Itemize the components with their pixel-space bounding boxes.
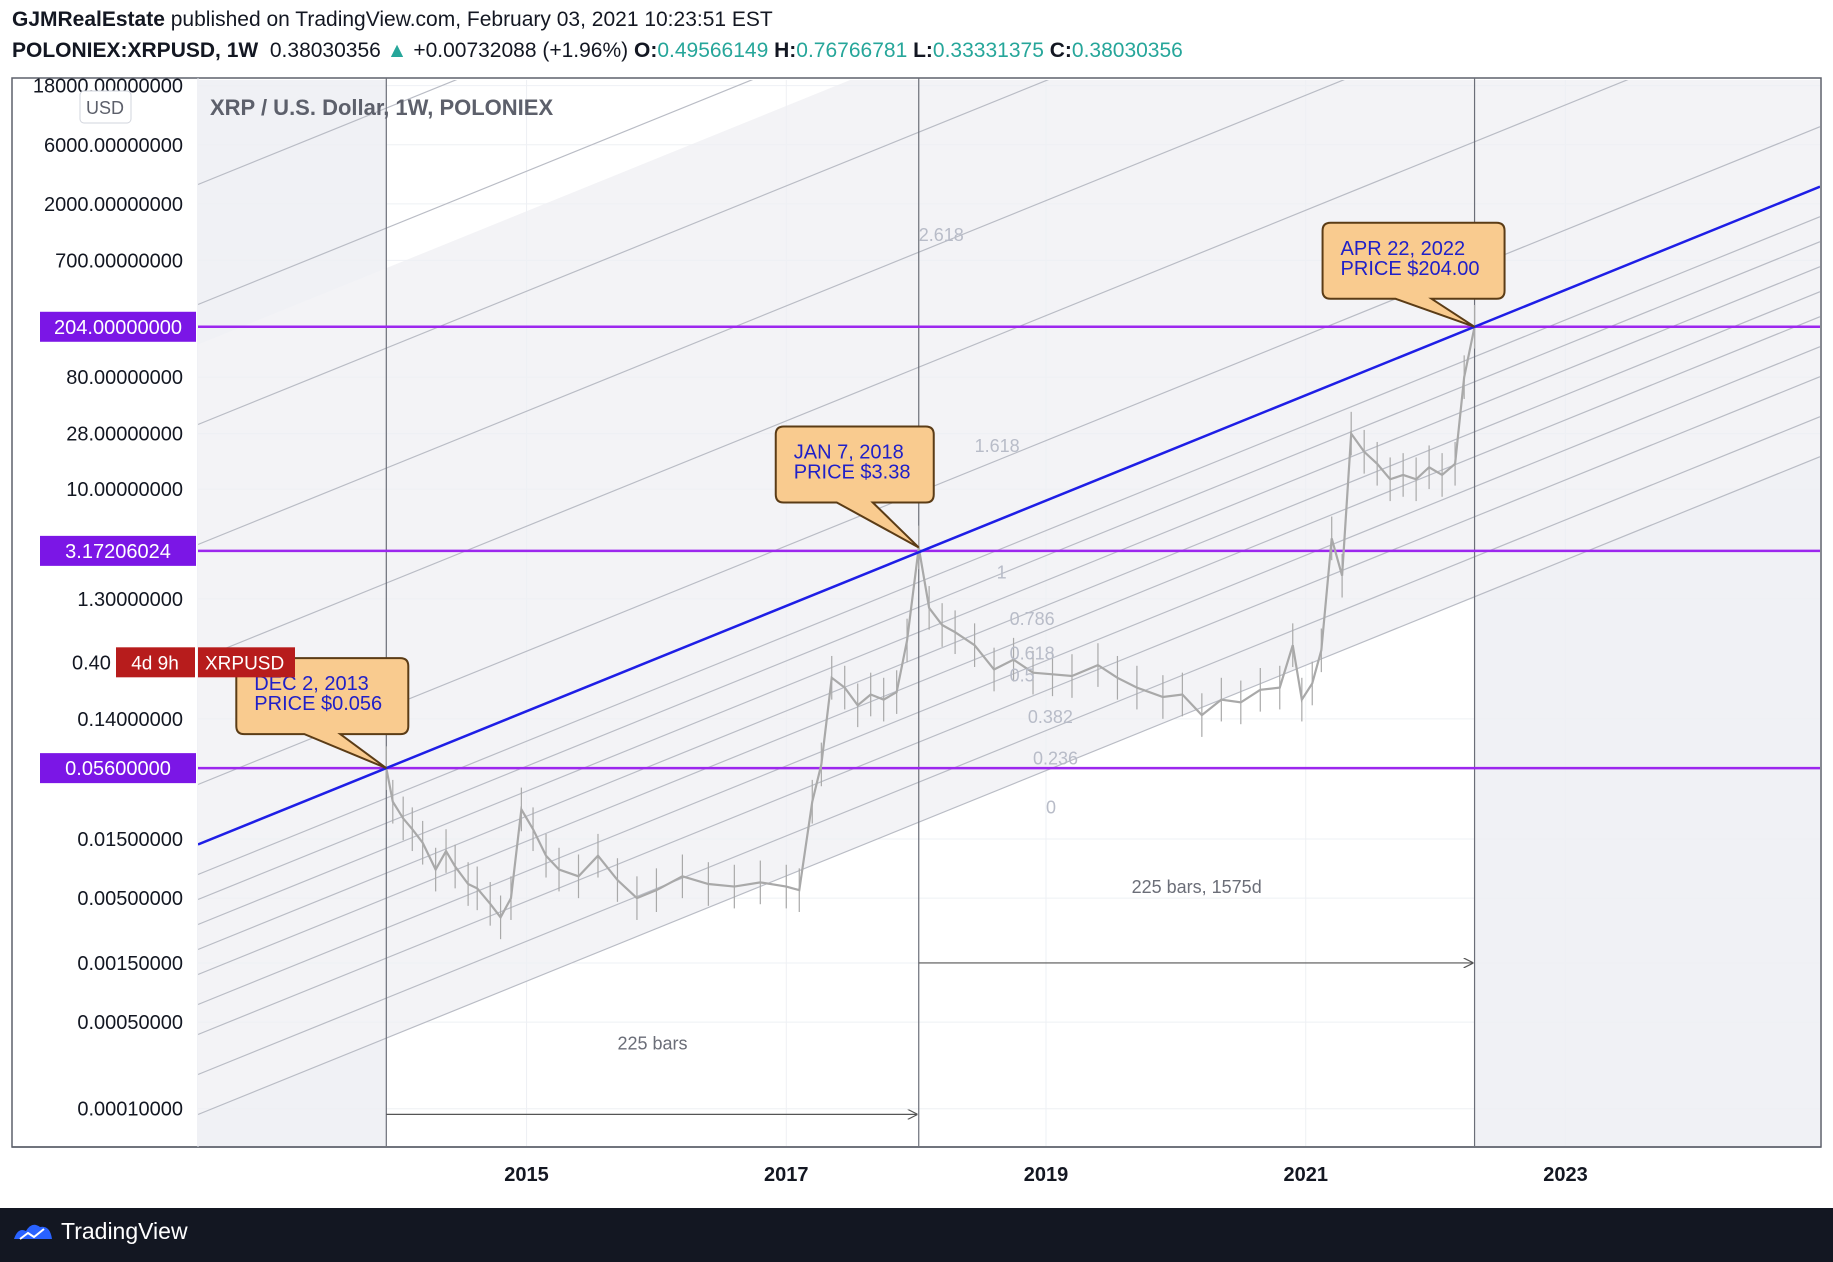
- y-tick-label: 10.00000000: [66, 479, 183, 501]
- fib-channel-line[interactable]: [198, 376, 1820, 1036]
- up-arrow-icon: ▲: [386, 39, 408, 62]
- last-price: 0.38030356: [269, 39, 381, 62]
- channel-band-fill: [198, 80, 1820, 1115]
- fib-level-label: 0.382: [1028, 707, 1073, 727]
- y-tick-label: 700.00000000: [55, 250, 183, 272]
- publish-header: GJMRealEstate published on TradingView.c…: [0, 0, 1833, 68]
- symbol-line: POLONIEX:XRPUSD, 1W 0.38030356 ▲ +0.0073…: [12, 39, 1183, 63]
- level-value-text: 0.05600000: [65, 758, 171, 780]
- level-value-tag: [40, 535, 196, 566]
- callout-price: PRICE $204.00: [1341, 258, 1480, 280]
- symbol-tag: [198, 647, 295, 678]
- callout-price: PRICE $0.056: [254, 693, 382, 715]
- fib-level-label: 0.5: [1010, 666, 1035, 686]
- symbol-name: POLONIEX:XRPUSD, 1W: [12, 39, 259, 62]
- anchor-callout[interactable]: [1321, 221, 1506, 328]
- fib-channel-line[interactable]: [198, 416, 1820, 1076]
- y-tick-label: 0.01500000: [77, 829, 183, 851]
- y-tick-label: 28.00000000: [66, 424, 183, 446]
- y-tick-label: 0.00500000: [77, 888, 183, 910]
- countdown-tag: [116, 647, 195, 678]
- fib-level-label: 0.618: [1010, 644, 1055, 664]
- level-value-tag: [40, 311, 196, 342]
- callout-date: APR 22, 2022: [1341, 238, 1466, 260]
- price-series-line[interactable]: [385, 326, 1476, 920]
- fib-level-label: 1.618: [975, 436, 1020, 456]
- tradingview-brand[interactable]: TradingView: [61, 1218, 188, 1244]
- publish-line: GJMRealEstate published on TradingView.c…: [12, 8, 773, 32]
- x-tick-label: 2017: [764, 1164, 809, 1186]
- y-tick-label: 2000.00000000: [44, 194, 183, 216]
- high-value: 0.76766781: [796, 39, 908, 62]
- callout-price: PRICE $3.38: [794, 461, 911, 483]
- open-label: O:: [634, 39, 658, 62]
- fib-channel-line[interactable]: [198, 0, 1820, 306]
- level-value-tag: [40, 753, 196, 784]
- symbol-tag-text: XRPUSD: [205, 653, 284, 674]
- y-tick-label: 6000.00000000: [44, 135, 183, 157]
- y-tick-label: 0.00010000: [77, 1099, 183, 1121]
- fib-level-label: 0: [1046, 798, 1056, 818]
- bar-range-label: 225 bars: [617, 1034, 687, 1054]
- currency-label: USD: [86, 98, 124, 118]
- fib-channel-line[interactable]: [198, 0, 1820, 64]
- open-value: 0.49566149: [657, 39, 769, 62]
- fib-channel-line[interactable]: [198, 0, 1820, 546]
- currency-button[interactable]: [79, 90, 132, 124]
- high-label: H:: [774, 39, 797, 62]
- y-tick-label: 18000.00000000: [33, 76, 183, 98]
- price-change: +0.00732088 (+1.96%): [413, 39, 629, 62]
- low-value: 0.33331375: [932, 39, 1044, 62]
- fib-channel-line[interactable]: [198, 456, 1820, 1116]
- y-tick-label: 80.00000000: [66, 367, 183, 389]
- fib-level-label: 0.236: [1033, 748, 1078, 768]
- footer-bar: [0, 1208, 1833, 1262]
- fib-channel-line[interactable]: [198, 241, 1820, 901]
- tradingview-logo-icon[interactable]: [12, 1219, 56, 1243]
- fib-channel-line[interactable]: [198, 291, 1820, 951]
- y-tick-label: 0.14000000: [77, 709, 183, 731]
- x-tick-label: 2021: [1283, 1164, 1328, 1186]
- price-tag-value: 0.40: [72, 652, 111, 674]
- close-value: 0.38030356: [1071, 39, 1183, 62]
- trend-line[interactable]: [198, 185, 1820, 846]
- published-text: published on TradingView.com, February 0…: [170, 8, 773, 31]
- fib-channel-line[interactable]: [198, 266, 1820, 926]
- level-value-text: 204.00000000: [54, 317, 182, 339]
- close-label: C:: [1049, 39, 1072, 62]
- y-tick-label: 0.00150000: [77, 953, 183, 975]
- fib-level-label: 0.786: [1010, 609, 1055, 629]
- callout-date: JAN 7, 2018: [794, 441, 904, 463]
- fib-channel-line[interactable]: [198, 0, 1820, 426]
- level-value-text: 3.17206024: [65, 541, 171, 563]
- x-tick-label: 2023: [1543, 1164, 1588, 1186]
- fib-level-label: 1: [997, 562, 1007, 582]
- y-tick-label: 1.30000000: [77, 589, 183, 611]
- chart-title: XRP / U.S. Dollar, 1W, POLONIEX: [210, 95, 553, 120]
- anchor-callout[interactable]: [774, 425, 935, 549]
- low-label: L:: [913, 39, 933, 62]
- x-tick-label: 2019: [1024, 1164, 1069, 1186]
- author-name[interactable]: GJMRealEstate: [12, 8, 165, 31]
- fib-channel-line[interactable]: [198, 126, 1820, 786]
- fib-level-label: 2.618: [919, 225, 964, 245]
- callout-date: DEC 2, 2013: [254, 673, 369, 695]
- bar-range-label: 225 bars, 1575d: [1132, 877, 1262, 897]
- y-tick-label: 0.00050000: [77, 1012, 183, 1034]
- countdown-text: 4d 9h: [131, 653, 179, 674]
- x-tick-label: 2015: [504, 1164, 549, 1186]
